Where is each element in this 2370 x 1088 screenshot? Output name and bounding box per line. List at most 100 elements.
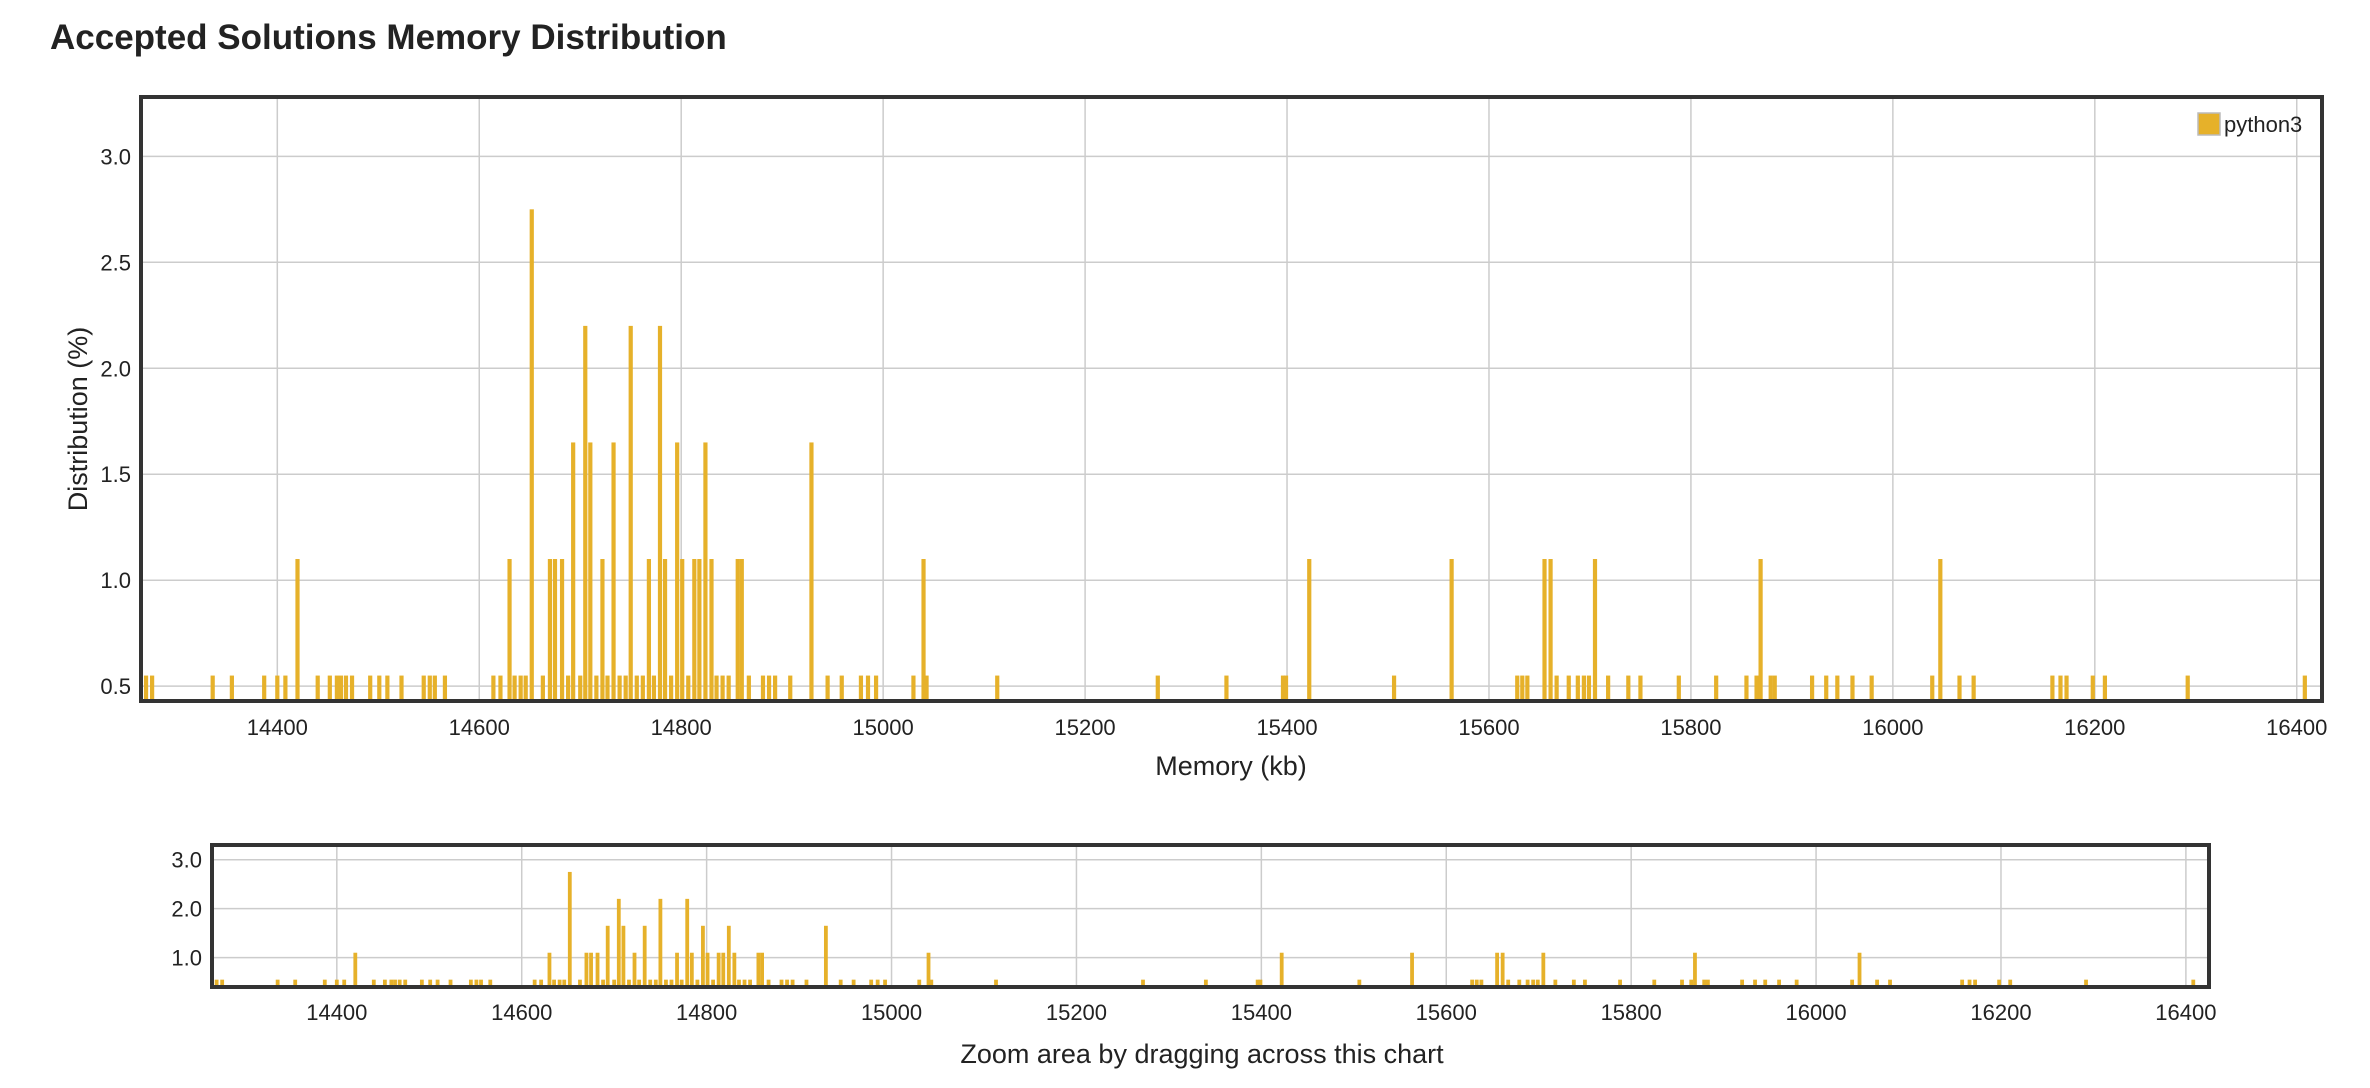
- bar[interactable]: [1470, 979, 1475, 987]
- bar[interactable]: [293, 979, 298, 987]
- bar[interactable]: [432, 675, 437, 701]
- bar[interactable]: [642, 925, 647, 987]
- bar[interactable]: [2008, 979, 2013, 987]
- bar[interactable]: [393, 979, 397, 987]
- bar[interactable]: [220, 979, 225, 987]
- bar[interactable]: [1758, 559, 1763, 701]
- bar[interactable]: [1586, 675, 1592, 701]
- bar[interactable]: [1680, 979, 1684, 987]
- bar[interactable]: [512, 675, 517, 701]
- bar[interactable]: [1592, 559, 1598, 701]
- bar[interactable]: [839, 675, 844, 701]
- bar[interactable]: [1971, 675, 1976, 701]
- bar[interactable]: [275, 675, 280, 701]
- bar[interactable]: [658, 898, 663, 987]
- bar[interactable]: [562, 979, 567, 987]
- bar[interactable]: [692, 559, 697, 701]
- bar[interactable]: [547, 952, 552, 987]
- bar[interactable]: [435, 979, 440, 987]
- bar[interactable]: [389, 979, 394, 987]
- overview-bars[interactable]: [214, 871, 2196, 987]
- bar[interactable]: [518, 675, 523, 701]
- bar[interactable]: [595, 952, 600, 987]
- bar[interactable]: [851, 979, 856, 987]
- bar[interactable]: [589, 952, 593, 987]
- bar[interactable]: [1495, 952, 1500, 987]
- bar[interactable]: [421, 675, 426, 701]
- bar[interactable]: [669, 979, 674, 987]
- main-chart[interactable]: 14400 14600 14800 15000 15200 15400 15600 15800…: [63, 95, 2327, 781]
- bar[interactable]: [353, 952, 358, 987]
- bar[interactable]: [419, 979, 424, 987]
- bar[interactable]: [646, 559, 651, 701]
- bar[interactable]: [709, 559, 714, 701]
- bar[interactable]: [760, 952, 764, 987]
- bar[interactable]: [334, 979, 339, 987]
- bar[interactable]: [1693, 952, 1697, 987]
- bar[interactable]: [720, 675, 725, 701]
- bar[interactable]: [721, 952, 726, 987]
- bar[interactable]: [371, 979, 376, 987]
- bar[interactable]: [616, 898, 621, 987]
- bar[interactable]: [342, 979, 347, 987]
- bar[interactable]: [143, 675, 149, 701]
- bar[interactable]: [1960, 979, 1965, 987]
- bar[interactable]: [883, 979, 887, 987]
- bar[interactable]: [540, 675, 545, 701]
- bar[interactable]: [685, 898, 690, 987]
- bar[interactable]: [760, 675, 766, 701]
- bar[interactable]: [578, 675, 583, 701]
- bar[interactable]: [2302, 675, 2307, 701]
- bar[interactable]: [210, 675, 215, 701]
- bar[interactable]: [653, 979, 658, 987]
- bar[interactable]: [1869, 675, 1874, 701]
- bar[interactable]: [578, 979, 582, 987]
- bar[interactable]: [2090, 675, 2095, 701]
- bar[interactable]: [2191, 979, 2196, 987]
- bar[interactable]: [349, 675, 355, 701]
- bar[interactable]: [1714, 675, 1719, 701]
- bar[interactable]: [926, 952, 931, 987]
- bar[interactable]: [1203, 979, 1208, 987]
- bar[interactable]: [262, 675, 267, 701]
- bar[interactable]: [1753, 979, 1757, 987]
- bar[interactable]: [479, 979, 483, 987]
- bar[interactable]: [1279, 952, 1284, 987]
- bar[interactable]: [1875, 979, 1879, 987]
- bar[interactable]: [1835, 675, 1840, 701]
- bar[interactable]: [726, 675, 731, 701]
- bar[interactable]: [1857, 952, 1862, 987]
- bar[interactable]: [601, 979, 605, 987]
- bar[interactable]: [648, 979, 653, 987]
- bar[interactable]: [377, 675, 382, 701]
- bar[interactable]: [875, 979, 880, 987]
- main-bars[interactable]: [143, 209, 2307, 701]
- bar[interactable]: [921, 559, 926, 701]
- bar[interactable]: [1449, 559, 1454, 701]
- bar[interactable]: [1794, 979, 1799, 987]
- bar[interactable]: [275, 979, 280, 987]
- bar[interactable]: [703, 442, 708, 701]
- bar[interactable]: [600, 559, 605, 701]
- bar[interactable]: [2058, 675, 2063, 701]
- bar[interactable]: [1652, 979, 1657, 987]
- bar[interactable]: [825, 675, 830, 701]
- bar[interactable]: [1500, 952, 1505, 987]
- bar[interactable]: [766, 979, 771, 987]
- bar[interactable]: [1535, 979, 1540, 987]
- bar[interactable]: [686, 675, 691, 701]
- bar[interactable]: [640, 675, 645, 701]
- bar[interactable]: [773, 675, 778, 701]
- bar[interactable]: [823, 925, 828, 987]
- bar[interactable]: [995, 675, 1000, 701]
- bar[interactable]: [1474, 979, 1479, 987]
- bar[interactable]: [507, 559, 512, 701]
- bar[interactable]: [403, 979, 408, 987]
- bar[interactable]: [382, 979, 387, 987]
- bar[interactable]: [1224, 675, 1229, 701]
- bar[interactable]: [865, 675, 871, 701]
- bar[interactable]: [766, 675, 772, 701]
- bar[interactable]: [1554, 675, 1559, 701]
- bar[interactable]: [150, 675, 155, 701]
- bar[interactable]: [605, 925, 610, 987]
